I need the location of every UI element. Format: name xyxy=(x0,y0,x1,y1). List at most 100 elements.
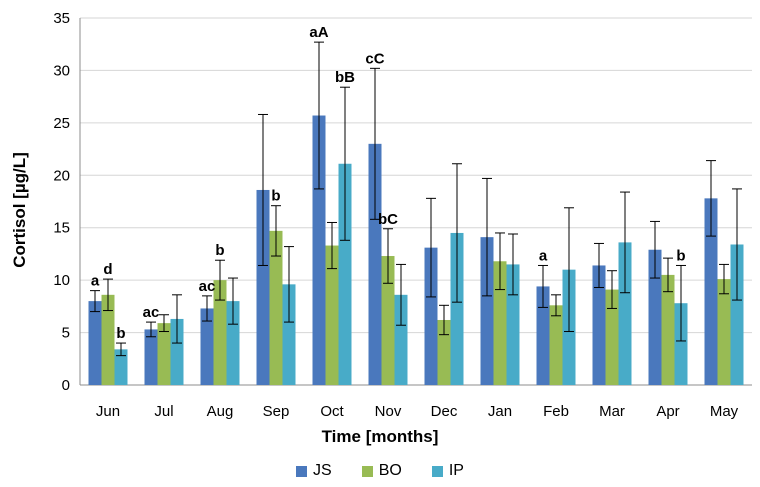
error-bar xyxy=(228,277,238,325)
bar-js-dec xyxy=(424,247,438,385)
x-tick-label: Jan xyxy=(488,403,512,420)
error-bars xyxy=(90,41,742,357)
x-tick-label: Dec xyxy=(431,403,458,420)
error-bar xyxy=(159,314,169,333)
y-tick-labels: 0 5 10 15 20 25 30 35 xyxy=(53,10,70,394)
error-bar xyxy=(482,177,492,297)
x-tick-labels: Jun Jul Aug Sep Oct Nov Dec Jan Feb Mar Apr May xyxy=(96,403,739,420)
bar-bo-mar xyxy=(605,289,619,385)
error-bar xyxy=(146,321,156,338)
bar-js-jun xyxy=(88,301,102,385)
error-bar xyxy=(495,232,505,291)
legend-item-bo: BO xyxy=(361,462,402,480)
error-bar xyxy=(215,259,225,301)
bar-bo-jan xyxy=(493,261,507,385)
error-bar xyxy=(370,67,380,220)
x-tick-label: Apr xyxy=(656,403,679,420)
y-tick-label: 35 xyxy=(53,10,70,27)
x-tick-label: Aug xyxy=(207,403,234,420)
significance-label: b xyxy=(676,247,685,264)
y-tick-label: 25 xyxy=(53,115,70,132)
gridlines xyxy=(79,17,752,386)
bar-js-nov xyxy=(368,143,382,385)
x-tick-label: Mar xyxy=(599,403,625,420)
significance-label: d xyxy=(103,261,112,278)
legend-label-ip: IP xyxy=(448,462,464,479)
bar-bo-aug xyxy=(213,280,227,385)
bar-ip-apr xyxy=(674,303,688,385)
significance-label: aA xyxy=(309,24,328,41)
error-bar xyxy=(90,290,100,313)
error-bar xyxy=(508,233,518,296)
significance-label: bB xyxy=(335,69,355,86)
error-bar xyxy=(663,257,673,293)
y-axis-label-container: Cortisol [µg/L] xyxy=(4,110,40,310)
error-bar xyxy=(103,278,113,312)
y-tick-label: 20 xyxy=(53,167,70,184)
bar-ip-sep xyxy=(282,284,296,385)
error-bar xyxy=(676,264,686,342)
legend-item-js: JS xyxy=(296,462,332,480)
x-tick-label: Nov xyxy=(375,403,402,420)
bar-ip-jul xyxy=(170,318,184,385)
error-bar xyxy=(327,221,337,270)
error-bar xyxy=(650,220,660,279)
significance-label: ac xyxy=(143,304,160,321)
bar-bo-nov xyxy=(381,256,395,385)
bars xyxy=(88,115,744,385)
significance-label: b xyxy=(116,325,125,342)
y-axis-label: Cortisol [µg/L] xyxy=(10,152,29,268)
error-bar xyxy=(538,264,548,308)
bar-bo-sep xyxy=(269,230,283,385)
bar-js-apr xyxy=(648,249,662,385)
x-tick-label: Oct xyxy=(320,403,344,420)
bar-js-oct xyxy=(312,115,326,385)
bar-ip-mar xyxy=(618,242,632,385)
legend-swatch-ip xyxy=(431,465,443,477)
y-tick-label: 15 xyxy=(53,220,70,237)
legend-label-js: JS xyxy=(313,462,332,479)
bar-bo-may xyxy=(717,279,731,385)
bar-ip-aug xyxy=(226,301,240,385)
error-bar xyxy=(396,263,406,326)
bar-js-jul xyxy=(144,329,158,385)
error-bar xyxy=(706,160,716,237)
error-bar xyxy=(439,304,449,336)
error-bar xyxy=(383,228,393,284)
bar-bo-jul xyxy=(157,323,171,385)
bar-ip-dec xyxy=(450,232,464,385)
bar-js-mar xyxy=(592,265,606,385)
x-tick-label: Jun xyxy=(96,403,120,420)
significance-label: a xyxy=(539,247,548,264)
bar-js-feb xyxy=(536,286,550,385)
bar-js-aug xyxy=(200,308,214,385)
x-tick-label: May xyxy=(710,403,739,420)
error-bar xyxy=(202,295,212,322)
significance-label: ac xyxy=(199,278,216,295)
x-axis-label: Time [months] xyxy=(321,427,439,446)
significance-label: b xyxy=(215,242,224,259)
error-bar xyxy=(620,191,630,294)
bar-js-jan xyxy=(480,237,494,385)
error-bar xyxy=(314,41,324,190)
error-bar xyxy=(719,263,729,295)
error-bar xyxy=(271,205,281,257)
bar-js-sep xyxy=(256,189,270,385)
bar-ip-jun xyxy=(114,349,128,385)
error-bar xyxy=(452,163,462,303)
error-bar xyxy=(258,113,268,266)
bar-ip-may xyxy=(730,244,744,385)
bar-bo-dec xyxy=(437,319,451,385)
error-bar xyxy=(607,270,617,309)
y-tick-label: 0 xyxy=(62,377,70,394)
error-bar xyxy=(284,246,294,323)
legend-swatch-js xyxy=(296,465,308,477)
significance-label: bC xyxy=(378,211,398,228)
error-bar xyxy=(340,86,350,241)
error-bar xyxy=(172,294,182,344)
error-bar xyxy=(551,294,561,317)
legend-label-bo: BO xyxy=(378,462,402,479)
y-tick-label: 10 xyxy=(53,272,70,289)
error-bar xyxy=(116,342,126,357)
